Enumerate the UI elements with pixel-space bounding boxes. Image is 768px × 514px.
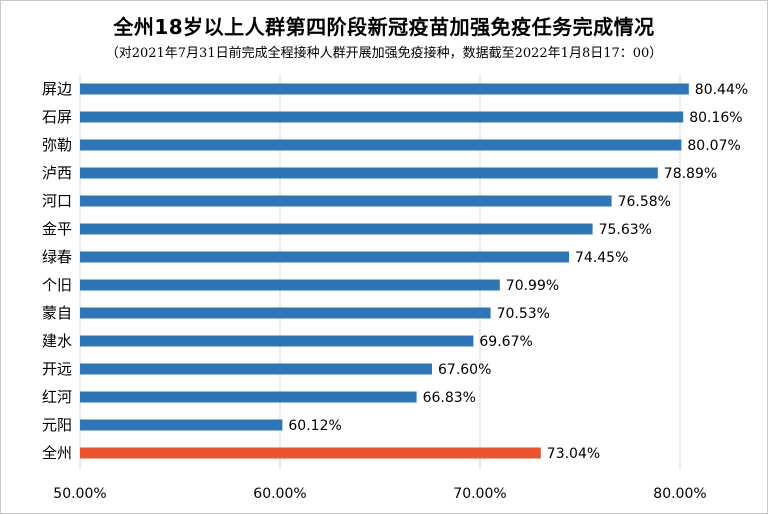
category-label: 个旧 xyxy=(42,276,72,294)
category-label: 蒙自 xyxy=(42,304,72,322)
bar-1 xyxy=(80,111,684,123)
bar-6 xyxy=(80,251,569,263)
value-label: 69.67% xyxy=(479,334,532,350)
bar-5 xyxy=(80,223,593,235)
value-label: 70.99% xyxy=(506,278,559,294)
x-tick-label: 80.00% xyxy=(653,486,706,502)
category-label: 金平 xyxy=(42,220,72,238)
value-label: 73.04% xyxy=(547,446,600,462)
value-label: 75.63% xyxy=(599,222,652,238)
value-label: 66.83% xyxy=(423,390,476,406)
category-label: 河口 xyxy=(42,192,72,210)
category-label: 全州 xyxy=(42,444,72,462)
bar-0 xyxy=(80,83,689,95)
bar-2 xyxy=(80,139,682,151)
chart-title: 全州18岁以上人群第四阶段新冠疫苗加强免疫任务完成情况 xyxy=(113,15,655,39)
value-label: 67.60% xyxy=(438,362,491,378)
value-label: 78.89% xyxy=(664,166,717,182)
category-label: 绿春 xyxy=(42,248,72,266)
bar-8 xyxy=(80,307,491,319)
x-tick-label: 70.00% xyxy=(453,486,506,502)
category-label: 开远 xyxy=(42,360,72,378)
value-label: 80.44% xyxy=(695,82,748,98)
bar-9 xyxy=(80,335,474,347)
category-label: 元阳 xyxy=(42,416,72,434)
category-label: 屏边 xyxy=(42,80,72,98)
chart-subtitle: （对2021年7月31日前完成全程接种人群开展加强免疫接种，数据截至2022年1… xyxy=(105,46,663,61)
bar-12 xyxy=(80,419,283,431)
value-label: 80.16% xyxy=(689,110,742,126)
bar-3 xyxy=(80,167,658,179)
category-label: 红河 xyxy=(42,388,72,406)
category-label: 建水 xyxy=(42,332,72,350)
category-label: 弥勒 xyxy=(42,136,72,154)
value-label: 76.58% xyxy=(618,194,671,210)
bar-11 xyxy=(80,391,417,403)
bar-7 xyxy=(80,279,500,291)
value-label: 80.07% xyxy=(687,138,740,154)
bar-10 xyxy=(80,363,432,375)
x-tick-label: 60.00% xyxy=(253,486,306,502)
bar-4 xyxy=(80,195,612,207)
value-label: 70.53% xyxy=(497,306,550,322)
bar-13 xyxy=(80,447,541,459)
value-label: 60.12% xyxy=(288,418,341,434)
category-label: 石屏 xyxy=(42,108,72,126)
value-label: 74.45% xyxy=(575,250,628,266)
x-tick-label: 50.00% xyxy=(53,486,106,502)
category-label: 泸西 xyxy=(42,164,72,182)
